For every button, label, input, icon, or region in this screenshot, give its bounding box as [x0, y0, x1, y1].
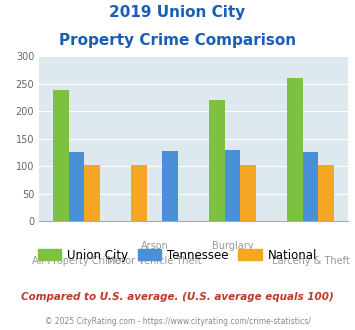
Bar	[318, 165, 334, 221]
Text: Motor Vehicle Theft: Motor Vehicle Theft	[107, 256, 202, 266]
Bar	[303, 152, 318, 221]
Text: Arson: Arson	[141, 241, 168, 250]
Text: Compared to U.S. average. (U.S. average equals 100): Compared to U.S. average. (U.S. average …	[21, 292, 334, 302]
Bar	[131, 165, 147, 221]
Bar	[69, 152, 84, 221]
Bar	[84, 165, 100, 221]
Bar	[287, 78, 303, 221]
Bar	[240, 165, 256, 221]
Text: Burglary: Burglary	[212, 241, 253, 250]
Text: © 2025 CityRating.com - https://www.cityrating.com/crime-statistics/: © 2025 CityRating.com - https://www.city…	[45, 317, 310, 326]
Text: Larceny & Theft: Larceny & Theft	[272, 256, 349, 266]
Text: Property Crime Comparison: Property Crime Comparison	[59, 33, 296, 48]
Bar	[225, 149, 240, 221]
Bar	[162, 151, 178, 221]
Legend: Union City, Tennessee, National: Union City, Tennessee, National	[33, 244, 322, 266]
Text: 2019 Union City: 2019 Union City	[109, 5, 246, 20]
Bar	[209, 100, 225, 221]
Bar	[53, 90, 69, 221]
Text: All Property Crime: All Property Crime	[32, 256, 121, 266]
